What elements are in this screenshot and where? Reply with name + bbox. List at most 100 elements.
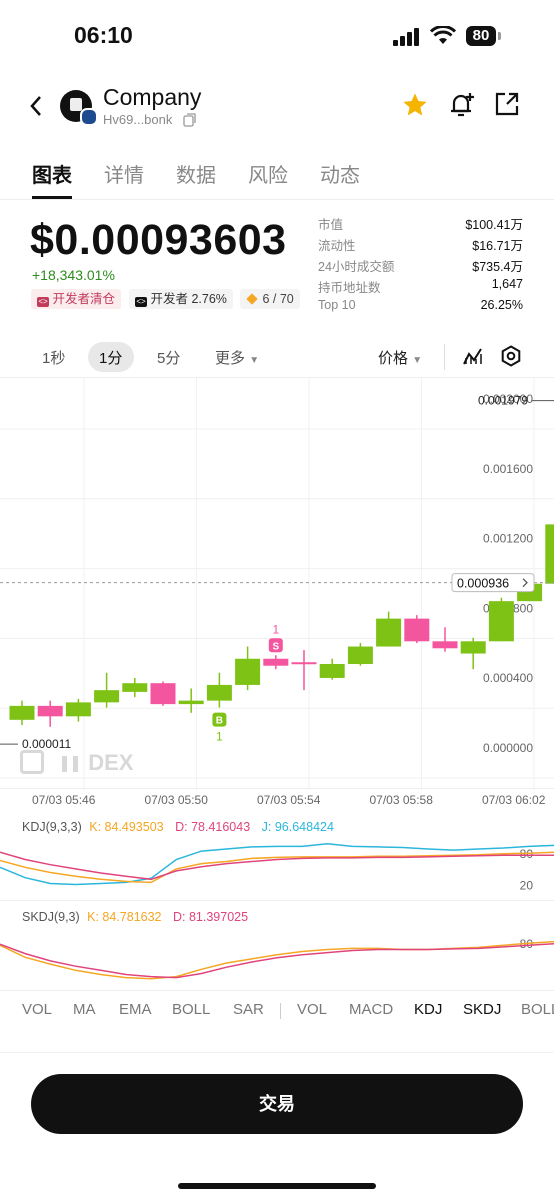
indicator-tab-boll[interactable]: BOLL (172, 1001, 211, 1018)
score-badge: 6 / 70 (240, 289, 300, 309)
time-axis-label: 07/03 05:58 (370, 793, 434, 807)
candle-down (291, 662, 317, 665)
oscillator-level-label: 20 (520, 879, 534, 893)
skdj-legend: SKDJ(9,3) K: 84.781632 D: 81.397025 (22, 910, 248, 924)
candle-up (206, 684, 232, 701)
buy-marker (212, 712, 227, 727)
d-line (0, 942, 554, 979)
chain-badge-icon (80, 108, 98, 126)
tab-details[interactable]: 详情 (104, 165, 144, 187)
oscillator-level-label: 80 (520, 937, 534, 951)
stat-value-liquidity: $16.71万 (472, 239, 523, 253)
indicator-tab-sub-vol[interactable]: VOL (297, 1001, 328, 1018)
time-axis-label: 07/03 05:54 (257, 793, 321, 807)
stat-label-liquidity: 流动性 (318, 239, 356, 253)
indicator-tab-ma[interactable]: MA (73, 1001, 96, 1018)
candle-down (37, 705, 63, 717)
candle-up (319, 663, 345, 678)
dev-clear-badge: <> 开发者清仓 (31, 289, 121, 309)
candle-up (178, 700, 204, 705)
battery-indicator: 80 (466, 26, 496, 46)
min-price-label: 0.000011 (22, 737, 71, 751)
dex-watermark: DEX (20, 750, 134, 776)
tab-chart[interactable]: 图表 (32, 165, 72, 187)
copy-icon[interactable] (183, 113, 197, 127)
contract-address: Hv69...bonk (103, 112, 173, 127)
candle-up (94, 690, 120, 703)
price-change: +18,343.01% (32, 267, 115, 283)
time-axis: 07/03 05:46 07/03 05:50 07/03 05:54 07/03 0… (32, 793, 546, 807)
tab-activity[interactable]: 动态 (320, 165, 360, 187)
candle-up (122, 683, 148, 692)
price-axis-label: 0.001600 (483, 462, 533, 476)
token-avatar (60, 90, 98, 126)
indicator-chart-icon[interactable] (462, 346, 484, 366)
code-icon: <> (37, 297, 49, 307)
chart-settings-icon[interactable] (500, 345, 522, 367)
stat-value-holders: 1,647 (491, 277, 523, 291)
max-price-label: 0.001979 (478, 394, 528, 408)
chart-top-divider (0, 377, 554, 378)
current-price-chevron-icon (522, 578, 528, 588)
stat-label-top10: Top 10 (318, 298, 356, 312)
oscillator-level-label: 80 (520, 847, 534, 861)
indicator-tab-ema[interactable]: EMA (119, 1001, 152, 1018)
trade-button[interactable]: 交易 (31, 1074, 523, 1134)
candle-up (9, 705, 35, 720)
kdj-legend: KDJ(9,3,3) K: 84.493503 D: 78.416043 J: … (22, 820, 334, 834)
price-axis-label: 0.002000 (483, 392, 533, 406)
stat-label-volume: 24小时成交额 (318, 260, 395, 274)
buy-marker-label: B (216, 716, 223, 727)
candle-up (235, 658, 261, 685)
dev-holding-label: 开发者 2.76% (150, 292, 227, 306)
indicator-tab-skdj[interactable]: SKDJ (463, 1001, 502, 1018)
kdj-title: KDJ(9,3,3) (22, 820, 82, 834)
tab-risk[interactable]: 风险 (248, 165, 288, 187)
d-line (0, 851, 554, 881)
favorite-star-icon[interactable] (400, 91, 430, 119)
interval-1s[interactable]: 1秒 (42, 350, 66, 367)
sell-marker-label: S (272, 641, 279, 652)
back-chevron-icon[interactable] (28, 94, 44, 118)
tab-data[interactable]: 数据 (176, 165, 216, 187)
k-line (0, 940, 554, 980)
price-chart[interactable]: 0.0020000.0016000.0012000.0008000.000400… (0, 378, 554, 790)
candle-down (432, 641, 458, 649)
skdj-chart: 80 (0, 937, 554, 980)
indicator-tab-kdj[interactable]: KDJ (414, 1001, 443, 1018)
diamond-icon (246, 293, 258, 305)
indicator-tabs-divider (280, 1003, 281, 1019)
indicator-tab-sub-boll[interactable]: BOLL (521, 1001, 554, 1018)
interval-more[interactable]: 更多 ▼ (215, 347, 259, 368)
watermark-grid-icon (62, 756, 79, 772)
interval-more-label: 更多 (215, 350, 246, 367)
price-mode-select[interactable]: 价格 ▼ (378, 347, 422, 368)
interval-5m[interactable]: 5分 (157, 350, 181, 367)
wifi-icon (430, 26, 456, 44)
buy-marker-count: 1 (216, 730, 223, 744)
indicator-tab-vol[interactable]: VOL (22, 1001, 53, 1018)
skdj-k-value: K: 84.781632 (87, 910, 162, 924)
score-label: 6 / 70 (262, 292, 294, 306)
indicator-tab-macd[interactable]: MACD (349, 1001, 394, 1018)
time-axis-label: 07/03 05:50 (145, 793, 209, 807)
kdj-j-value: J: 96.648424 (261, 820, 334, 834)
dev-clear-label: 开发者清仓 (52, 292, 115, 306)
kdj-d-value: D: 78.416043 (175, 820, 251, 834)
stat-label-market-cap: 市值 (318, 218, 344, 232)
k-line (0, 851, 554, 884)
indicator-tab-sar[interactable]: SAR (233, 1001, 264, 1018)
current-price-label: 0.000936 (457, 577, 509, 591)
candle-down (263, 658, 289, 666)
price-axis-label: 0.000000 (483, 741, 533, 755)
candle-down (404, 618, 430, 642)
price-alert-bell-icon[interactable] (447, 90, 477, 120)
sell-marker (268, 638, 283, 653)
candle-up (347, 646, 373, 664)
caret-down-icon: ▼ (412, 355, 423, 366)
share-icon[interactable] (494, 91, 520, 117)
caret-down-icon: ▼ (249, 355, 260, 366)
price-axis-label: 0.001200 (483, 532, 533, 546)
watermark-text: DEX (88, 750, 134, 775)
interval-1m[interactable]: 1分 (99, 350, 123, 367)
